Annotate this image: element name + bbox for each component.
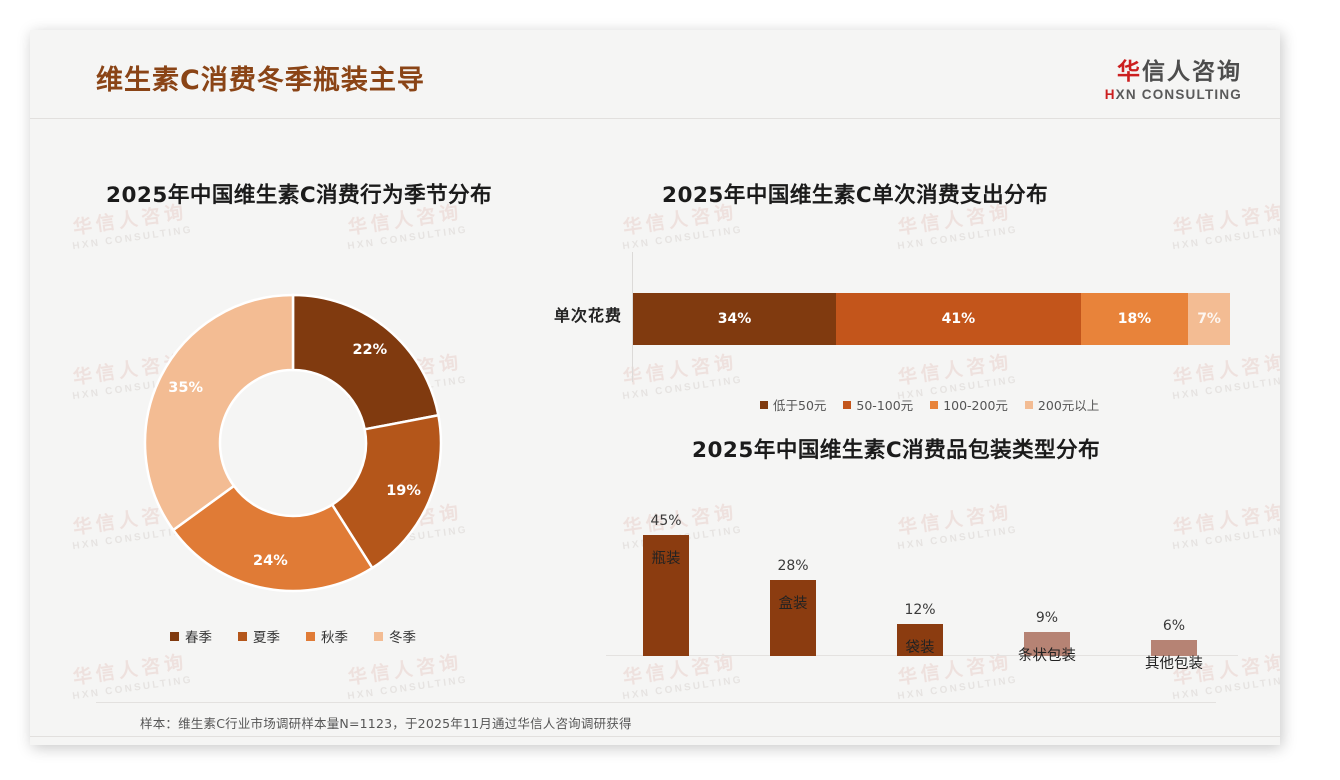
legend-swatch-icon xyxy=(843,400,852,409)
legend-item[interactable]: 夏季 xyxy=(238,626,280,646)
chart-title-spend: 2025年中国维生素C单次消费支出分布 xyxy=(662,183,1049,208)
column-chart-packaging: 45% 瓶装 28% 盒装 12% 袋装 9% 条状包装 6% 其他包装 xyxy=(570,488,1250,693)
legend-label: 秋季 xyxy=(321,630,348,646)
stacked-bar-track: 34% 41% 18% 7% xyxy=(633,293,1230,345)
column-value-label: 6% xyxy=(1162,617,1186,634)
donut-slice[interactable] xyxy=(171,484,375,593)
column-group: 6% 其他包装 xyxy=(1114,618,1234,672)
legend-swatch-icon xyxy=(170,631,179,641)
brand-logo: 华信人咨询 HXN CONSULTING xyxy=(1105,60,1242,102)
legend-label: 夏季 xyxy=(253,630,280,646)
legend-swatch-icon xyxy=(760,400,768,409)
column-category-label: 条状包装 xyxy=(1018,647,1076,664)
column-category-label: 盒装 xyxy=(778,596,808,613)
stacked-bar-segment-label: 34% xyxy=(717,311,752,327)
slide-card: 华信人咨询 HXN CONSULTING 华信人咨询 HXN CONSULTING 华信… xyxy=(30,30,1280,745)
stacked-bar-segment-label: 41% xyxy=(941,311,976,327)
stacked-bar-segment[interactable]: 18% xyxy=(1080,293,1189,345)
column-bar[interactable] xyxy=(770,580,816,656)
legend-swatch-icon xyxy=(1024,400,1033,409)
donut-slice-label: 19% xyxy=(386,482,421,499)
column-bar[interactable] xyxy=(1151,639,1197,656)
donut-slice-label: 35% xyxy=(168,380,203,397)
stacked-bar-segment[interactable]: 7% xyxy=(1188,293,1230,345)
stacked-bar-segment-label: 18% xyxy=(1117,311,1152,327)
donut-slice[interactable] xyxy=(330,413,443,570)
column-bar[interactable] xyxy=(897,623,943,656)
column-category-label: 袋装 xyxy=(905,639,935,656)
donut-slice-label: 22% xyxy=(352,342,388,359)
legend-swatch-icon xyxy=(238,631,247,641)
legend-item[interactable]: 秋季 xyxy=(306,626,348,646)
legend-season: 春季 夏季 秋季 冬季 xyxy=(170,626,416,646)
source-divider xyxy=(96,702,1216,703)
legend-item[interactable]: 100-200元 xyxy=(930,395,1008,414)
column-value-label: 28% xyxy=(777,558,809,575)
stacked-bar-segment[interactable]: 34% xyxy=(633,293,836,345)
legend-item[interactable]: 50-100元 xyxy=(843,395,913,414)
slide-header: 维生素C消费冬季瓶装主导 华信人咨询 HXN CONSULTING xyxy=(30,30,1280,119)
legend-item[interactable]: 200元以上 xyxy=(1024,395,1100,414)
logo-english: HXN CONSULTING xyxy=(1105,87,1242,102)
column-bar[interactable] xyxy=(1024,631,1070,656)
footer-divider xyxy=(30,736,1280,737)
legend-swatch-icon xyxy=(930,400,939,409)
donut-svg xyxy=(143,293,443,593)
legend-item[interactable]: 低于50元 xyxy=(760,395,826,414)
legend-label: 冬季 xyxy=(389,630,416,646)
column-group: 28% 盒装 xyxy=(733,558,853,656)
logo-english-rest: XN CONSULTING xyxy=(1115,87,1242,103)
legend-label: 200元以上 xyxy=(1037,398,1100,413)
stacked-bar-segment-label: 7% xyxy=(1197,311,1221,327)
column-value-label: 9% xyxy=(1035,609,1059,626)
stacked-bar-segment[interactable]: 41% xyxy=(835,293,1081,345)
donut-slice[interactable] xyxy=(291,293,440,431)
logo-chinese-accent: 华 xyxy=(1117,59,1142,85)
stacked-bar-category-label: 单次花费 xyxy=(553,306,622,325)
legend-label: 50-100元 xyxy=(856,398,914,413)
source-note: 样本：维生素C行业市场调研样本量N=1123，于2025年11月通过华信人咨询调… xyxy=(140,716,632,731)
stacked-bar-chart-spend: 单次花费 34% 41% 18% 7% xyxy=(530,246,1230,386)
logo-chinese-rest: 信人咨询 xyxy=(1142,59,1242,85)
column-group: 12% 袋装 xyxy=(860,602,980,656)
column-group: 9% 条状包装 xyxy=(987,610,1107,664)
column-category-label: 其他包装 xyxy=(1145,655,1203,672)
chart-title-packaging: 2025年中国维生素C消费品包装类型分布 xyxy=(692,438,1101,463)
legend-swatch-icon xyxy=(306,631,315,641)
column-group: 45% 瓶装 xyxy=(606,513,726,656)
column-value-label: 12% xyxy=(904,601,936,618)
donut-slice-label: 24% xyxy=(253,553,288,570)
stacked-bar-axis xyxy=(632,252,633,382)
page-title: 维生素C消费冬季瓶装主导 xyxy=(96,65,425,96)
logo-english-accent: H xyxy=(1104,87,1116,103)
legend-swatch-icon xyxy=(374,631,383,641)
legend-label: 低于50元 xyxy=(773,398,827,413)
chart-title-season: 2025年中国维生素C消费行为季节分布 xyxy=(106,183,493,208)
column-bar[interactable] xyxy=(643,534,689,656)
legend-item[interactable]: 春季 xyxy=(170,626,212,646)
donut-slice[interactable] xyxy=(143,293,295,532)
legend-label: 100-200元 xyxy=(943,398,1008,413)
legend-item[interactable]: 冬季 xyxy=(374,626,416,646)
legend-label: 春季 xyxy=(185,630,212,646)
legend-spend: 低于50元 50-100元 100-200元 200元以上 xyxy=(760,395,1099,414)
header-divider xyxy=(30,118,1280,119)
column-category-label: 瓶装 xyxy=(651,550,681,567)
logo-chinese: 华信人咨询 xyxy=(1105,60,1242,84)
donut-chart-season: 22% 19% 24% 35% xyxy=(138,288,478,598)
column-value-label: 45% xyxy=(650,512,682,529)
